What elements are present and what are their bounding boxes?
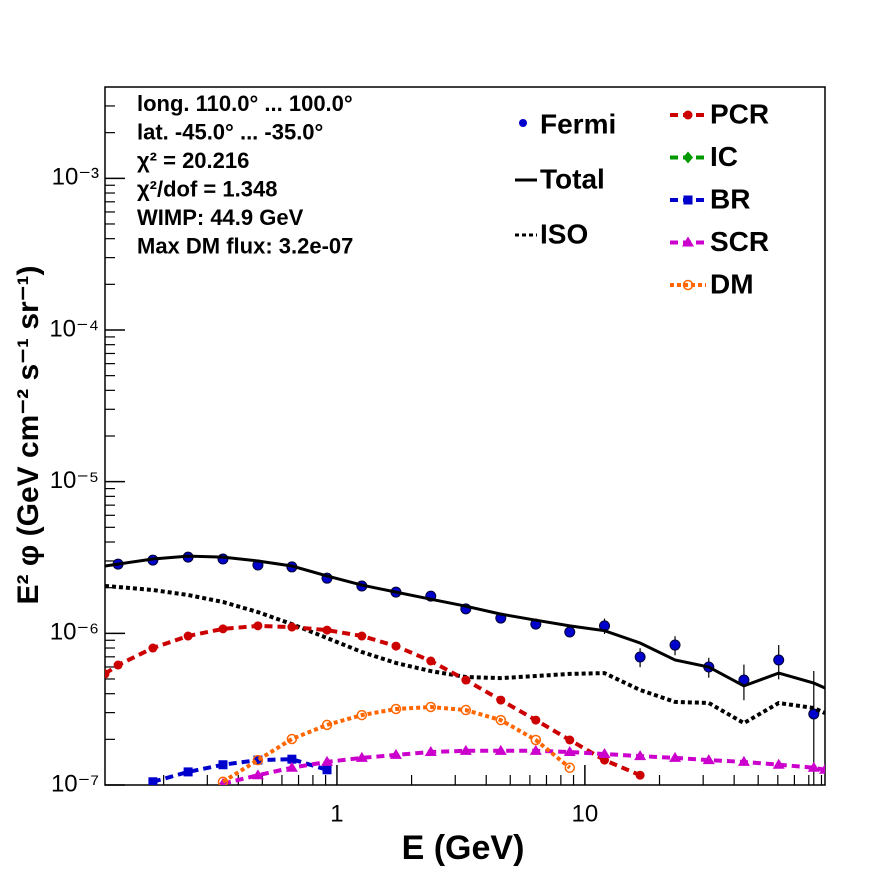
marker [389,748,402,759]
plot-area [105,551,825,785]
marker [461,675,471,685]
data-point [808,708,820,720]
y-tick-label: 10⁻⁵ [50,467,99,494]
data-point [564,626,576,638]
marker [391,641,401,651]
marker [148,777,158,785]
annotation: long. 110.0° ... 100.0° [137,91,353,116]
marker [819,763,825,774]
marker [390,703,402,715]
marker [772,758,785,769]
data-point [634,651,646,663]
marker [285,761,298,772]
marker [702,754,715,765]
marker [105,669,110,679]
marker [496,695,506,705]
annotation: Max DM flux: 3.2e-07 [137,233,353,258]
marker [425,701,437,713]
marker [321,755,334,766]
marker [253,621,263,631]
marker [682,279,694,291]
marker [218,760,228,770]
marker [218,624,228,634]
marker [321,719,333,731]
marker [357,631,367,641]
x-tick-label: 10 [572,800,599,827]
marker [530,734,542,746]
marker [495,714,507,726]
marker [737,755,750,766]
marker [494,744,507,755]
marker [252,754,264,766]
legend-label: Total [540,163,605,194]
marker [322,625,332,635]
marker [682,236,694,247]
y-tick-label: 10⁻⁴ [49,315,99,342]
marker [635,770,645,780]
data-point [669,639,681,651]
series-line [221,704,572,784]
annotation: lat. -45.0° ... -35.0° [137,119,323,144]
marker [356,709,368,721]
legend-label: Fermi [540,108,616,139]
marker [529,744,542,755]
series-line [105,554,825,690]
legend-label: BR [710,183,750,214]
marker [217,776,229,785]
annotation: χ² = 20.216 [137,148,249,173]
marker [459,744,472,755]
marker [565,735,575,745]
marker [113,660,123,670]
data-point [773,654,785,666]
x-tick-label: 1 [330,800,343,827]
marker [253,755,263,765]
marker [807,761,820,772]
marker [286,733,298,745]
annotation: χ²/dof = 1.348 [137,176,277,201]
marker [683,110,693,120]
x-axis-label: E (GeV) [402,829,525,867]
marker [564,762,576,773]
legend-label: PCR [710,98,769,129]
marker [287,622,297,632]
marker [424,746,437,757]
marker [669,751,682,762]
y-tick-label: 10⁻⁶ [50,619,99,646]
marker [598,748,611,759]
y-axis-label: E² φ (GeV cm⁻² s⁻¹ sr⁻¹) [12,265,45,604]
legend-symbol [519,119,527,127]
series-line [152,757,328,784]
marker [563,746,576,757]
marker [531,715,541,725]
legend-label: ISO [540,218,588,249]
marker [426,656,436,666]
marker [148,643,158,653]
y-tick-label: 10⁻⁷ [51,770,99,797]
marker [460,704,472,716]
marker [287,754,297,764]
marker [183,767,193,777]
marker [183,631,193,641]
marker [355,751,368,762]
legend-label: DM [710,268,754,299]
marker [683,151,693,164]
annotation: WIMP: 44.9 GeV [137,205,304,230]
legend-label: SCR [710,226,769,257]
marker [683,195,693,205]
marker [322,765,332,775]
y-tick-label: 10⁻³ [52,164,99,191]
marker [251,769,264,780]
marker [634,750,647,761]
legend-label: IC [710,141,738,172]
